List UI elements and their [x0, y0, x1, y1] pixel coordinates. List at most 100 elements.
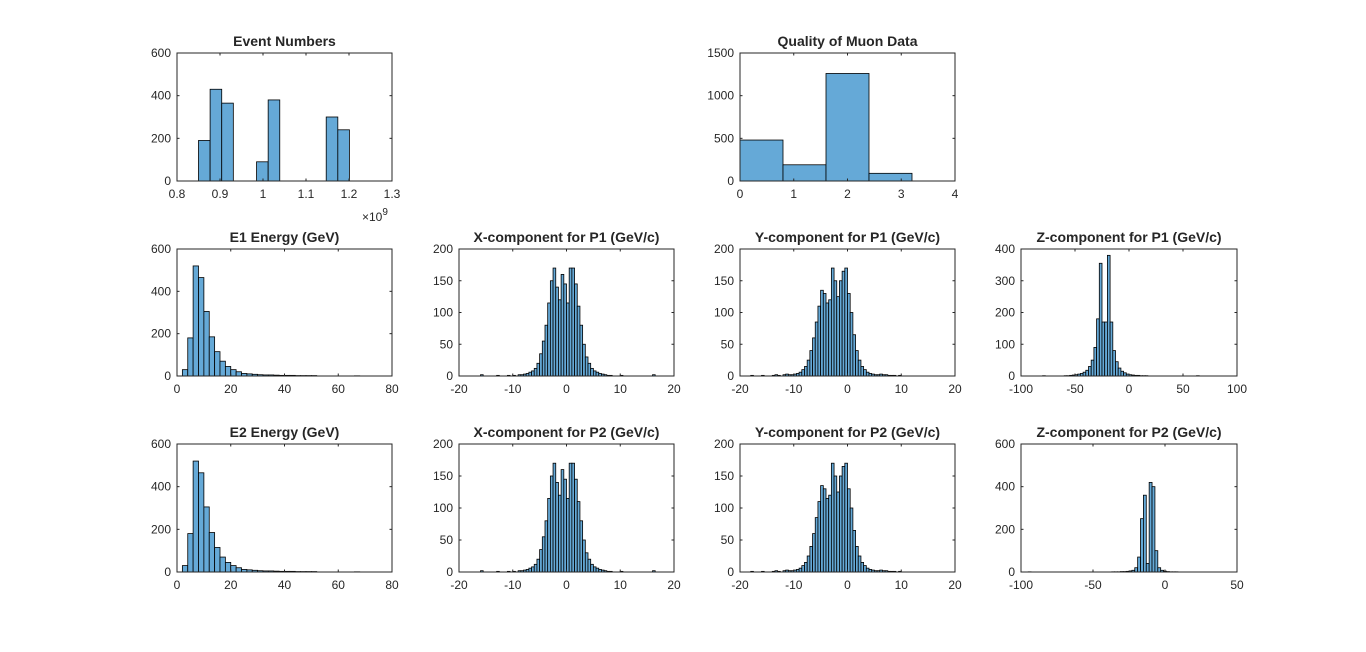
- x-tick-label: 4: [952, 187, 959, 201]
- y-tick-label: 100: [714, 501, 734, 515]
- bar: [552, 462, 557, 573]
- x-tick-label: 40: [278, 578, 292, 592]
- x-tick-label: 1: [260, 187, 267, 201]
- bar: [1134, 567, 1139, 573]
- x-tick-label: 0.9: [212, 187, 229, 201]
- bar: [549, 475, 554, 573]
- bar: [590, 367, 594, 377]
- y-tick-label: 100: [995, 337, 1015, 351]
- bar: [582, 539, 586, 573]
- bar: [181, 565, 189, 573]
- bar: [181, 369, 189, 377]
- bar: [852, 530, 856, 573]
- x-tick-label: 0: [737, 187, 744, 201]
- x-tick-label: 0: [174, 578, 181, 592]
- y-tick-label: 300: [995, 274, 1015, 288]
- bar: [801, 565, 805, 573]
- bar: [852, 334, 856, 377]
- x-tick-label: 1.2: [341, 187, 358, 201]
- bar: [533, 367, 538, 377]
- bar: [541, 536, 546, 573]
- bar: [198, 277, 205, 377]
- bar: [847, 488, 851, 573]
- bar: [1145, 563, 1150, 573]
- x-tick-label: -100: [1009, 382, 1033, 396]
- y-tick-label: 200: [995, 306, 1015, 320]
- bar: [563, 283, 567, 377]
- y-tick-label: 500: [714, 131, 734, 145]
- bar: [822, 488, 827, 573]
- bar: [568, 267, 573, 377]
- bar: [574, 478, 578, 573]
- bar: [860, 562, 865, 573]
- bar: [809, 350, 813, 377]
- bar: [256, 161, 269, 182]
- y-tick-label: 50: [440, 533, 454, 547]
- bar: [812, 533, 816, 573]
- bar: [847, 293, 851, 377]
- y-tick-label: 200: [151, 131, 171, 145]
- y-tick-label: 0: [164, 369, 171, 383]
- x-tick-label: 3: [898, 187, 905, 201]
- y-tick-label: 50: [721, 533, 735, 547]
- bar: [547, 302, 551, 377]
- x-tick-label: -20: [731, 382, 749, 396]
- x-tick-label: 0: [563, 382, 570, 396]
- bar: [539, 549, 543, 573]
- bar: [214, 547, 221, 573]
- bar: [219, 360, 226, 377]
- y-tick-label: 400: [995, 480, 1015, 494]
- y-tick-label: 200: [151, 522, 171, 536]
- bar: [566, 497, 570, 573]
- subplot-6: -100 -50 0 50 100 0 100 200 300 400 Z-component fo…: [995, 229, 1247, 396]
- bar: [224, 562, 232, 573]
- bar: [595, 371, 600, 377]
- bar: [544, 520, 549, 573]
- bar: [863, 565, 867, 573]
- bar: [798, 371, 803, 377]
- bar: [804, 366, 808, 377]
- bar: [806, 359, 811, 377]
- bar: [1101, 321, 1106, 377]
- axes-box: [1020, 443, 1238, 573]
- bar: [555, 481, 559, 573]
- bar: [809, 546, 813, 573]
- bar: [549, 280, 554, 377]
- bar: [1157, 567, 1162, 573]
- bar: [187, 337, 194, 377]
- bar: [552, 267, 557, 377]
- bar: [857, 555, 862, 573]
- bar: [868, 172, 913, 182]
- y-tick-label: 1000: [707, 89, 734, 103]
- bar: [830, 462, 835, 573]
- y-tick-label: 400: [151, 284, 171, 298]
- y-tick-label: 150: [433, 469, 453, 483]
- chart-title: Event Numbers: [233, 33, 336, 49]
- y-tick-label: 600: [995, 437, 1015, 451]
- bar: [857, 359, 862, 377]
- x-tick-label: 80: [385, 578, 399, 592]
- bar: [812, 337, 816, 377]
- bar: [841, 270, 846, 377]
- x-tick-label: 0: [563, 578, 570, 592]
- y-tick-label: 0: [727, 174, 734, 188]
- x-tick-label: 80: [385, 382, 399, 396]
- bar: [839, 280, 843, 377]
- bar: [536, 362, 541, 377]
- bar: [1082, 371, 1087, 377]
- x-tick-label: 1: [790, 187, 797, 201]
- y-tick-label: 200: [151, 327, 171, 341]
- x-tick-label: 50: [1176, 382, 1190, 396]
- bar: [221, 102, 234, 182]
- bar: [836, 491, 840, 573]
- bar: [828, 494, 832, 573]
- y-tick-label: 1500: [707, 46, 734, 60]
- x-tick-label: 20: [667, 382, 681, 396]
- x-tick-label: 1.1: [298, 187, 315, 201]
- x-tick-label: -20: [731, 578, 749, 592]
